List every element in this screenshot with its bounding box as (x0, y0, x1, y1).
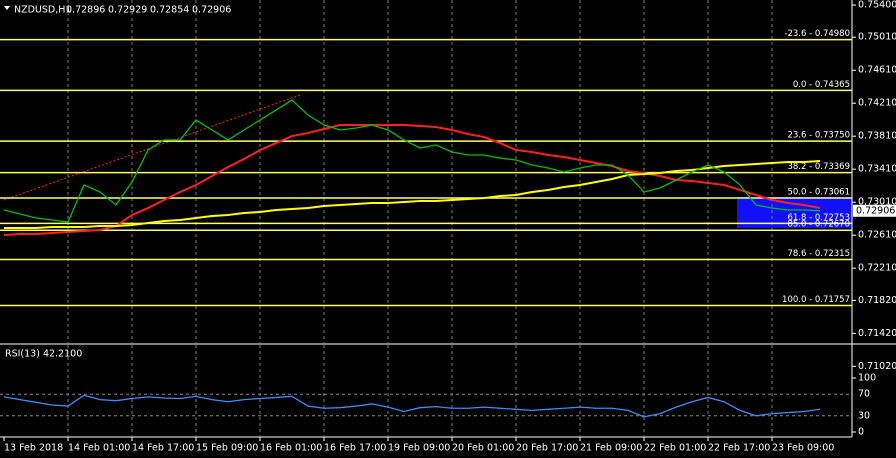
y-tick-label: 0.71820 (858, 295, 896, 306)
y-tick-label: 0.73010 (858, 197, 896, 208)
y-tick-label: 0.71420 (858, 328, 896, 339)
x-tick-label: 13 Feb 2018 (4, 443, 63, 454)
x-tick-label: 14 Feb 17:00 (132, 443, 194, 454)
x-tick-label: 16 Feb 01:00 (260, 443, 322, 454)
fib-label: 50.0 - 0.73061 (787, 187, 850, 197)
y-tick-label: 0.72210 (858, 263, 896, 274)
x-tick-label: 16 Feb 17:00 (324, 443, 386, 454)
x-tick-label: 20 Feb 01:00 (452, 443, 514, 454)
x-tick-label: 22 Feb 17:00 (708, 443, 770, 454)
rsi-title: RSI(13) 42.2100 (5, 349, 82, 360)
x-tick-label: 14 Feb 01:00 (68, 443, 130, 454)
series-line (3, 394, 821, 418)
rsi-tick-label: 30 (858, 410, 870, 421)
ohlc-value: 0.72854 (150, 5, 189, 16)
y-tick-label: 0.71020 (858, 361, 896, 372)
fib-label: 23.6 - 0.73750 (787, 131, 850, 141)
y-tick-label: 0.74210 (858, 98, 896, 109)
fib-label: 100.0 - 0.71757 (782, 295, 850, 305)
x-tick-label: 15 Feb 09:00 (196, 443, 258, 454)
y-tick-label: 0.73410 (858, 164, 896, 175)
x-tick-label: 23 Feb 09:00 (772, 443, 834, 454)
last-price-box (853, 204, 896, 217)
fib-label: 0.0 - 0.74365 (793, 80, 850, 90)
fib-label: -23.6 - 0.74980 (784, 29, 850, 39)
fib-label: 85.0 - 0.72670 (787, 220, 850, 230)
fib-label: 78.6 - 0.72315 (787, 249, 850, 259)
y-tick-label: 0.74610 (858, 65, 896, 76)
fib-label: 61.8 - 0.72753 (787, 213, 850, 223)
ohlc-value: 0.72906 (192, 5, 231, 16)
series-line (3, 124, 821, 237)
y-tick-label: 0.73810 (858, 131, 896, 142)
series-line (3, 99, 821, 223)
x-tick-label: 21 Feb 09:00 (580, 443, 642, 454)
x-tick-label: 22 Feb 01:00 (644, 443, 706, 454)
y-tick-label: 0.75400 (858, 0, 896, 11)
ohlc-value: 0.72896 (66, 5, 105, 16)
y-tick-label: 0.72610 (858, 230, 896, 241)
rsi-tick-label: 0 (858, 427, 864, 438)
y-tick-label: 0.75010 (858, 32, 896, 43)
last-price-label: 0.72906 (856, 205, 895, 216)
ohlc-value: 0.72929 (108, 5, 147, 16)
fib-label: 38.2 - 0.73369 (787, 162, 850, 172)
rsi-tick-label: 70 (858, 389, 870, 400)
x-tick-label: 20 Feb 17:00 (516, 443, 578, 454)
symbol-title: NZDUSD,H1 (14, 5, 71, 16)
menu-arrow (4, 6, 10, 10)
rsi-tick-label: 100 (858, 373, 876, 384)
x-tick-label: 19 Feb 09:00 (388, 443, 450, 454)
series-line (4, 160, 821, 230)
